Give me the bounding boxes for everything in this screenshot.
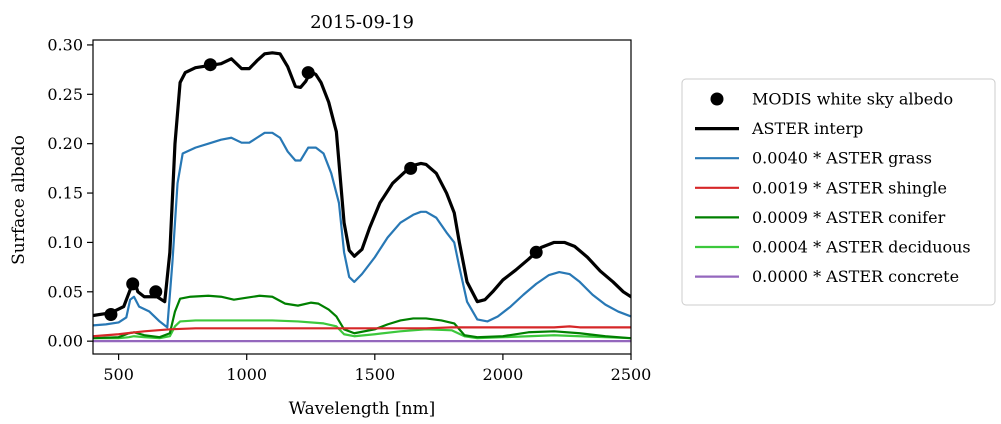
legend-label-aster-interp: ASTER interp: [751, 119, 863, 138]
x-tick-label: 2500: [611, 365, 652, 384]
legend-label-0-0019-aster-shingle: 0.0019 * ASTER shingle: [752, 178, 947, 197]
modis-point: [149, 285, 163, 299]
y-tick-label: 0.25: [47, 85, 83, 104]
legend-label-0-0000-aster-concrete: 0.0000 * ASTER concrete: [752, 267, 959, 286]
series-line-0-0004-aster-deciduous: [93, 319, 631, 340]
legend-label-0-0040-aster-grass: 0.0040 * ASTER grass: [752, 149, 932, 168]
modis-point: [301, 66, 315, 80]
legend-label-modis-white-sky-albedo: MODIS white sky albedo: [752, 90, 953, 109]
modis-point: [203, 58, 217, 72]
y-tick-label: 0.20: [47, 134, 83, 153]
legend-marker-modis-white-sky-albedo: [710, 92, 724, 106]
plot-frame: [92, 39, 632, 355]
x-axis-label: Wavelength [nm]: [289, 399, 436, 419]
series-line-0-0019-aster-shingle: [93, 325, 631, 338]
y-tick-label: 0.05: [47, 282, 83, 301]
modis-point: [126, 277, 140, 291]
series-line-0-0040-aster-grass: [93, 131, 631, 329]
series-line-aster-interp: [93, 51, 631, 318]
x-tick-label: 500: [103, 365, 134, 384]
legend-frame: [681, 78, 996, 306]
axes-layer: 500 1000 1500 2000 2500 0.00 0.05 0.10 0.15 0.20 0…: [47, 35, 651, 384]
points-layer: [104, 58, 543, 321]
y-tick-label: 0.00: [47, 332, 83, 351]
legend-entries: MODIS white sky albedo ASTER interp 0.0040…: [695, 90, 971, 286]
legend: MODIS white sky albedo ASTER interp 0.0040…: [681, 78, 996, 306]
series-line-0-0009-aster-conifer: [93, 294, 631, 340]
y-tick-label: 0.15: [47, 184, 83, 203]
y-axis-label: Surface albedo: [9, 135, 29, 265]
y-tick-label: 0.10: [47, 233, 83, 252]
modis-point: [529, 245, 543, 259]
chart-title: 2015-09-19: [310, 12, 414, 33]
y-tick-label: 0.30: [47, 35, 83, 54]
x-tick-label: 1000: [226, 365, 267, 384]
modis-point: [404, 161, 418, 175]
modis-point: [104, 308, 118, 321]
x-tick-label: 1500: [354, 365, 395, 384]
x-tick-label: 2000: [483, 365, 524, 384]
series-layer: [93, 51, 631, 343]
legend-label-0-0009-aster-conifer: 0.0009 * ASTER conifer: [752, 208, 946, 227]
legend-label-0-0004-aster-deciduous: 0.0004 * ASTER deciduous: [752, 238, 971, 257]
